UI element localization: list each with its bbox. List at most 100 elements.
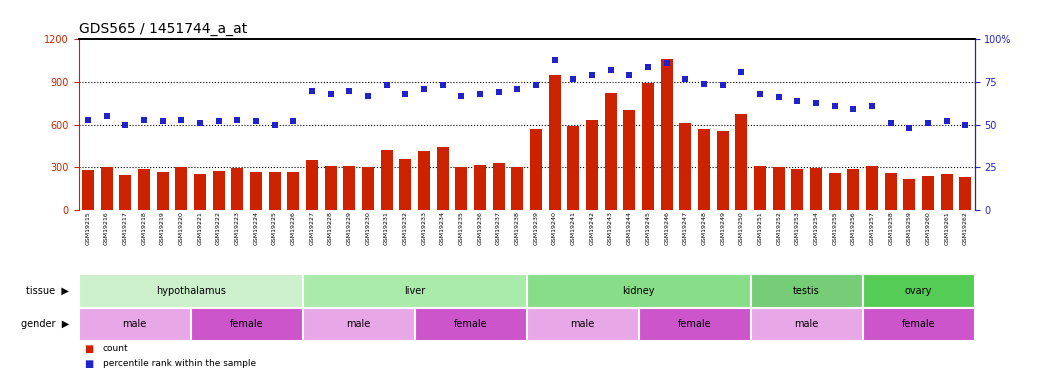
Bar	[750, 308, 863, 341]
Text: male: male	[570, 320, 595, 329]
Bar	[303, 308, 415, 341]
Point	[584, 72, 601, 78]
Text: female: female	[678, 320, 712, 329]
Bar	[526, 308, 638, 341]
Point	[211, 118, 227, 124]
Text: male: male	[123, 320, 147, 329]
Bar	[399, 159, 412, 210]
Bar	[624, 111, 635, 210]
Bar	[940, 174, 953, 210]
Text: tissue  ▶: tissue ▶	[26, 286, 69, 296]
Text: female: female	[230, 320, 263, 329]
Bar	[437, 147, 449, 210]
Bar	[567, 126, 580, 210]
Text: gender  ▶: gender ▶	[21, 320, 69, 329]
Point	[938, 118, 955, 124]
Bar	[455, 166, 467, 210]
Bar	[380, 150, 393, 210]
Point	[80, 117, 96, 123]
Point	[845, 106, 861, 112]
Text: percentile rank within the sample: percentile rank within the sample	[103, 359, 256, 368]
Bar	[866, 166, 878, 210]
Text: testis: testis	[793, 286, 820, 296]
Point	[882, 120, 899, 126]
Bar	[287, 172, 300, 210]
Bar	[156, 172, 169, 210]
Bar	[810, 168, 822, 210]
Bar	[232, 168, 243, 210]
Point	[658, 60, 675, 66]
Point	[565, 76, 582, 82]
Point	[715, 82, 732, 88]
Bar	[922, 176, 934, 210]
Text: male: male	[794, 320, 818, 329]
Bar	[362, 167, 374, 210]
Point	[416, 86, 433, 92]
Point	[135, 117, 152, 123]
Point	[620, 72, 637, 78]
Bar	[791, 170, 804, 210]
Bar	[79, 274, 303, 308]
Point	[359, 93, 376, 99]
Bar	[101, 166, 113, 210]
Bar	[511, 167, 523, 210]
Bar	[306, 160, 318, 210]
Point	[677, 76, 694, 82]
Bar	[847, 169, 859, 210]
Point	[490, 89, 507, 95]
Bar	[119, 175, 131, 210]
Bar	[829, 173, 840, 210]
Bar	[586, 120, 598, 210]
Point	[378, 82, 395, 88]
Point	[322, 91, 339, 97]
Bar	[213, 171, 224, 210]
Bar	[959, 177, 971, 210]
Point	[472, 91, 488, 97]
Point	[808, 99, 825, 105]
Bar	[605, 93, 616, 210]
Point	[527, 82, 544, 88]
Bar	[194, 174, 206, 210]
Bar	[418, 151, 430, 210]
Text: hypothalamus: hypothalamus	[156, 286, 225, 296]
Bar	[191, 308, 303, 341]
Point	[733, 69, 749, 75]
Point	[509, 86, 526, 92]
Bar	[175, 166, 188, 210]
Bar	[638, 308, 750, 341]
Bar	[885, 173, 897, 210]
Text: count: count	[103, 344, 128, 353]
Bar	[530, 129, 542, 210]
Point	[919, 120, 936, 126]
Bar	[526, 274, 750, 308]
Bar	[249, 172, 262, 210]
Text: ■: ■	[84, 359, 93, 369]
Point	[434, 82, 451, 88]
Point	[639, 64, 656, 70]
Text: female: female	[902, 320, 936, 329]
Bar	[82, 170, 94, 210]
Bar	[79, 308, 191, 341]
Text: ovary: ovary	[905, 286, 933, 296]
Bar	[268, 172, 281, 210]
Point	[397, 91, 414, 97]
Point	[266, 122, 283, 128]
Point	[304, 88, 321, 94]
Bar	[303, 274, 526, 308]
Point	[826, 103, 843, 109]
Bar	[325, 166, 336, 210]
Point	[864, 103, 880, 109]
Point	[247, 118, 264, 124]
Point	[154, 118, 171, 124]
Bar	[679, 123, 692, 210]
Bar	[343, 166, 355, 210]
Bar	[736, 114, 747, 210]
Bar	[754, 166, 766, 210]
Point	[228, 117, 245, 123]
Point	[173, 117, 190, 123]
Point	[341, 88, 357, 94]
Point	[285, 118, 302, 124]
Point	[770, 94, 787, 100]
Bar	[863, 308, 975, 341]
Point	[546, 57, 563, 63]
